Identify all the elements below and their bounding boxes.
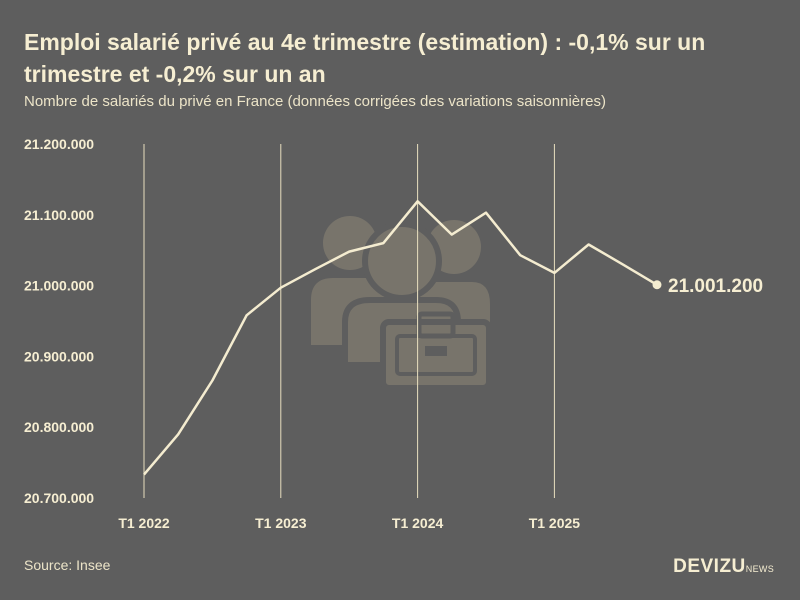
- y-tick-label: 21.100.000: [24, 207, 94, 223]
- y-tick-label: 20.800.000: [24, 419, 94, 435]
- line-chart: 20.700.000 20.800.000 20.900.000 21.000.000…: [24, 136, 763, 531]
- y-tick-label: 20.900.000: [24, 348, 94, 364]
- y-tick-label: 20.700.000: [24, 490, 94, 506]
- end-point-marker: [652, 280, 662, 290]
- x-tick-label: T1 2023: [255, 515, 307, 531]
- end-value-label: 21.001.200: [668, 276, 763, 297]
- x-tick-label: T1 2022: [118, 515, 170, 531]
- chart-title: Emploi salarié privé au 4e trimestre (es…: [24, 29, 706, 87]
- series-line: [143, 200, 658, 476]
- brand-logo: DEVIZUNEWS: [673, 556, 774, 578]
- x-tick-label: T1 2025: [529, 515, 581, 531]
- y-tick-label: 21.000.000: [24, 278, 94, 294]
- brand-main: DEVIZU: [673, 556, 746, 577]
- y-tick-label: 21.200.000: [24, 136, 94, 152]
- employees-briefcase-icon: [311, 216, 492, 391]
- x-tick-label: T1 2024: [392, 515, 444, 531]
- chart-subtitle: Nombre de salariés du privé en France (d…: [24, 93, 606, 110]
- source-note: Source: Insee: [24, 557, 111, 573]
- brand-sub: NEWS: [745, 564, 774, 574]
